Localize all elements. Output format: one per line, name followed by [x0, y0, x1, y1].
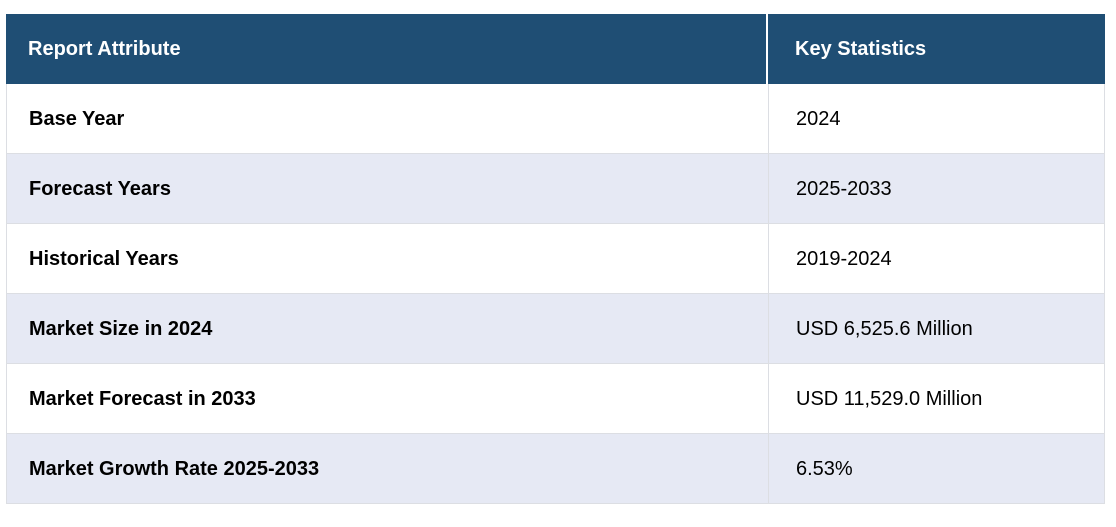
- value-cell: USD 6,525.6 Million: [768, 294, 1105, 364]
- value-cell: 2025-2033: [768, 154, 1105, 224]
- table-row: Market Forecast in 2033 USD 11,529.0 Mil…: [6, 364, 1105, 434]
- value-cell: 2024: [768, 84, 1105, 154]
- attribute-cell: Market Size in 2024: [6, 294, 768, 364]
- table-row: Market Size in 2024 USD 6,525.6 Million: [6, 294, 1105, 364]
- value-cell: USD 11,529.0 Million: [768, 364, 1105, 434]
- table-row: Market Growth Rate 2025-2033 6.53%: [6, 434, 1105, 504]
- value-cell: 6.53%: [768, 434, 1105, 504]
- column-header-key-statistics: Key Statistics: [768, 14, 1105, 84]
- attribute-cell: Historical Years: [6, 224, 768, 294]
- attribute-cell: Market Growth Rate 2025-2033: [6, 434, 768, 504]
- table-row: Forecast Years 2025-2033: [6, 154, 1105, 224]
- report-attributes-table: Report Attribute Key Statistics Base Yea…: [6, 14, 1105, 504]
- table-row: Historical Years 2019-2024: [6, 224, 1105, 294]
- attribute-cell: Forecast Years: [6, 154, 768, 224]
- attribute-cell: Market Forecast in 2033: [6, 364, 768, 434]
- table-header-row: Report Attribute Key Statistics: [6, 14, 1105, 84]
- attribute-cell: Base Year: [6, 84, 768, 154]
- column-header-report-attribute: Report Attribute: [6, 14, 768, 84]
- table-row: Base Year 2024: [6, 84, 1105, 154]
- value-cell: 2019-2024: [768, 224, 1105, 294]
